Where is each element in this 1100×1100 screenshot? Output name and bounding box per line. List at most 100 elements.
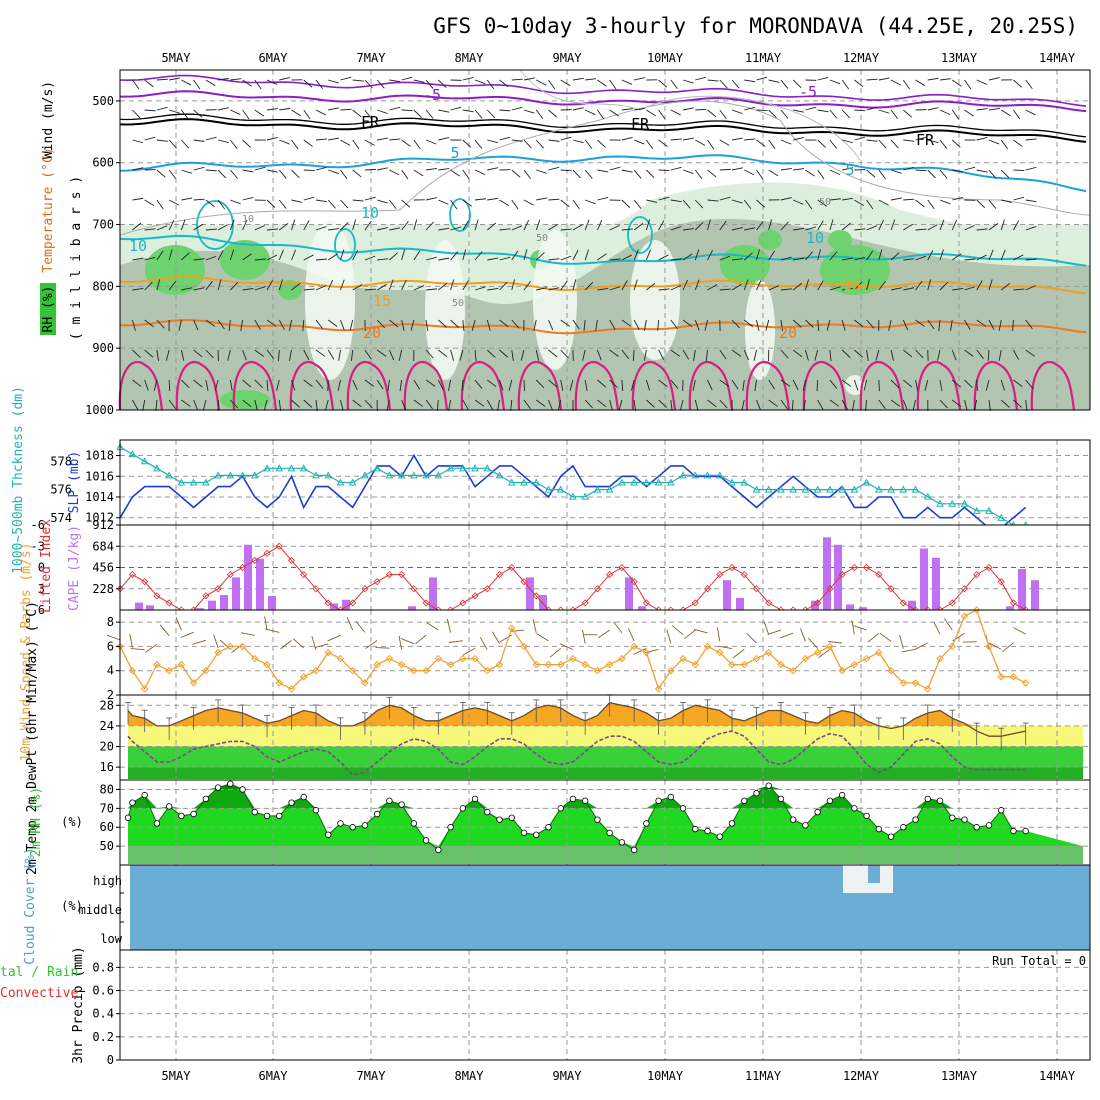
wind-barb — [144, 199, 155, 207]
thickness-point — [630, 478, 638, 486]
wind-barb — [939, 379, 943, 391]
wind-barb — [842, 167, 853, 171]
wind-barb — [401, 249, 406, 261]
wind-barb — [988, 77, 1000, 81]
wind-barb — [792, 379, 799, 391]
wind-barb — [205, 199, 215, 208]
wind-barb — [156, 225, 168, 231]
wind-barb — [487, 139, 499, 144]
wind-barb — [744, 79, 756, 83]
wind-barb — [352, 399, 362, 408]
wind-barb — [890, 219, 896, 231]
y-tick-label: 6 — [107, 639, 114, 653]
wind-barb — [254, 258, 266, 261]
li-tick-label: -3 — [31, 539, 45, 553]
wind-barb — [791, 399, 794, 411]
li-point — [765, 599, 773, 607]
barb-10m — [159, 624, 170, 636]
wind-barb — [829, 169, 841, 176]
panel2-y-ticks: 1012 1014 1016 1018 574 576 578 — [50, 449, 120, 525]
wind-barb — [352, 219, 357, 231]
li-point — [997, 578, 1005, 586]
thickness-point — [618, 478, 626, 486]
wind-barb — [964, 166, 976, 171]
contour-label: FR — [916, 131, 935, 149]
wind-barb — [548, 166, 560, 171]
rh-point — [838, 791, 846, 799]
wind-barb — [499, 349, 509, 358]
wind-barb — [193, 258, 205, 261]
rh-point — [422, 837, 430, 844]
wind-barb — [621, 349, 629, 359]
wind-barb — [438, 282, 448, 291]
wind-barb — [229, 399, 239, 409]
barb-10m — [192, 639, 206, 645]
wind-barb — [303, 288, 315, 291]
wind-barb — [694, 249, 700, 261]
wind-barb — [829, 349, 832, 361]
wind-barb — [888, 319, 892, 331]
y-tick-label: 900 — [92, 341, 114, 355]
isotherms — [118, 69, 1091, 411]
wind-barb — [658, 79, 668, 88]
wind-barb — [291, 109, 302, 117]
rh-point — [655, 797, 662, 804]
wind-barb — [132, 349, 141, 358]
y-tick-label: 456 — [92, 561, 114, 575]
li-point — [948, 599, 956, 607]
wind-speed-point — [875, 648, 883, 657]
thickness-point — [556, 485, 565, 493]
wind-barb — [278, 399, 282, 411]
wind-barb — [621, 228, 633, 231]
wind-barb — [890, 252, 900, 261]
thickness-point — [483, 464, 492, 472]
contour-label: 15 — [843, 276, 861, 294]
wind-barb — [927, 107, 939, 111]
y-tick-label: 60 — [100, 820, 114, 834]
wind-barb — [413, 219, 418, 231]
panel1-ylabel-rh-swatch — [40, 283, 56, 335]
wind-barb — [903, 258, 915, 261]
li-point — [459, 599, 467, 607]
barb-10m — [828, 641, 843, 644]
wind-barb — [952, 253, 962, 261]
barb-10m — [462, 647, 476, 656]
wind-barb — [841, 79, 850, 90]
wind-barb — [303, 220, 310, 231]
wind-barb — [841, 379, 852, 387]
barb-10m — [879, 632, 892, 642]
panel-pressure-cross-section: -5 -5 FR FR FR 5 5 10 10 10 15 15 20 20 10 50 50 50 500 60… — [40, 69, 1091, 417]
wind-barb — [340, 319, 345, 331]
wind-barb — [719, 139, 730, 146]
wind-barb — [401, 139, 411, 147]
wind-speed-point — [300, 673, 308, 681]
cloud-unit: (%) — [61, 899, 83, 913]
wind-barb — [315, 109, 327, 116]
wind-barb — [254, 109, 265, 117]
date-label-top: 10MAY — [647, 51, 684, 65]
wind-barb — [168, 199, 180, 206]
wind-barb — [386, 399, 390, 411]
wind-barb — [438, 109, 450, 113]
cloud-level-middle: middle — [79, 903, 122, 917]
rh-point — [704, 827, 711, 835]
wind-barb — [548, 319, 554, 331]
wind-barb — [229, 379, 233, 391]
wind-barb — [229, 169, 238, 179]
wind-barb — [364, 288, 376, 291]
wind-barb — [682, 319, 693, 327]
rh-point — [435, 846, 442, 854]
wind-barb — [425, 256, 437, 261]
wind-barb — [227, 349, 231, 361]
rh-contour — [519, 69, 861, 161]
wind-barb — [817, 249, 821, 261]
wind-barb — [278, 319, 285, 330]
wind-barb — [621, 319, 632, 327]
wind-barb — [1025, 166, 1037, 171]
wind-barb — [218, 77, 230, 81]
wind-barb — [1025, 109, 1036, 116]
wind-barb — [511, 199, 519, 210]
rh-point — [337, 820, 344, 827]
wind-barb — [768, 79, 780, 83]
